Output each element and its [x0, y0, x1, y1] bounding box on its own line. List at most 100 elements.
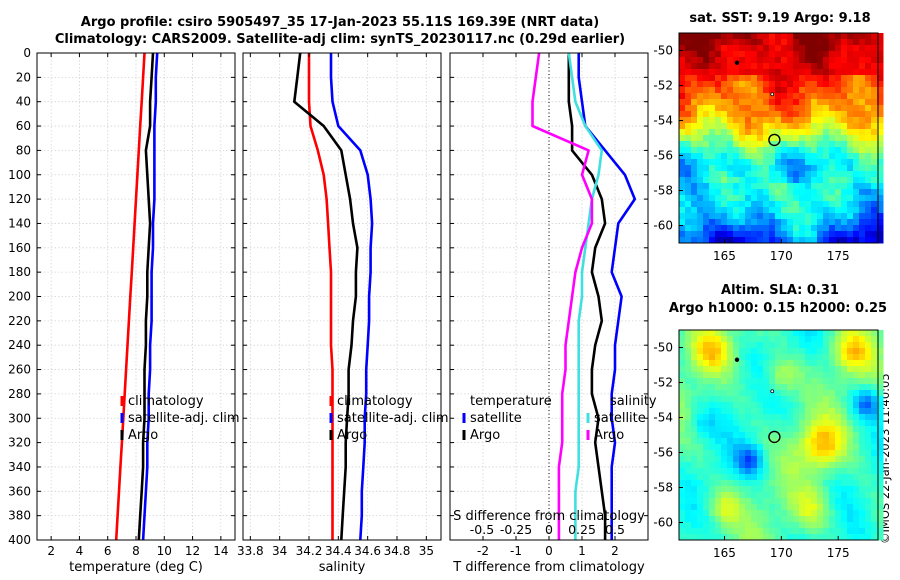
map-cell [787, 372, 794, 379]
map-cell [817, 87, 824, 94]
map-cell [787, 81, 794, 88]
map-cell [859, 171, 866, 178]
map-cell [751, 141, 758, 148]
map-cell [733, 456, 740, 463]
map-cell [775, 195, 782, 202]
map-cell [679, 468, 686, 475]
map-cell [847, 330, 854, 337]
map-cell [859, 498, 866, 505]
map-cell [787, 69, 794, 76]
map-cell [715, 468, 722, 475]
map-cell [841, 330, 848, 337]
map-cell [751, 219, 758, 226]
map-cell [829, 57, 836, 64]
map-cell [715, 111, 722, 118]
map-cell [721, 366, 728, 373]
map-cell [727, 75, 734, 82]
map-cell [691, 81, 698, 88]
map-cell [715, 402, 722, 409]
map-cell [877, 153, 884, 160]
map-cell [727, 408, 734, 415]
map-cell [799, 165, 806, 172]
map-cell [751, 231, 758, 238]
map-cell [805, 486, 812, 493]
map-cell [787, 510, 794, 517]
map-cell [715, 165, 722, 172]
map-cell [865, 219, 872, 226]
map-cell [709, 480, 716, 487]
map-cell [703, 183, 710, 190]
map-cell [775, 123, 782, 130]
map-cell [775, 336, 782, 343]
map-cell [877, 177, 884, 184]
map-cell [847, 147, 854, 154]
map-cell [745, 147, 752, 154]
map-cell [739, 141, 746, 148]
map-cell [679, 213, 686, 220]
map-cell [727, 171, 734, 178]
map-cell [829, 438, 836, 445]
map-cell [679, 480, 686, 487]
map-cell [739, 105, 746, 112]
map-cell [745, 504, 752, 511]
map-cell [763, 528, 770, 535]
map-cell [769, 498, 776, 505]
map-cell [691, 201, 698, 208]
map-cell [859, 402, 866, 409]
map-cell [865, 462, 872, 469]
map-cell [745, 378, 752, 385]
map-cell [763, 426, 770, 433]
map-cell [805, 498, 812, 505]
map-cell [715, 177, 722, 184]
map-cell [709, 366, 716, 373]
map-cell [703, 480, 710, 487]
map-cell [703, 147, 710, 154]
map-cell [733, 534, 740, 541]
map-cell [835, 426, 842, 433]
map-cell [703, 510, 710, 517]
map-cell [733, 348, 740, 355]
map-cell [781, 348, 788, 355]
map-cell [727, 183, 734, 190]
map-cell [805, 165, 812, 172]
map-cell [751, 438, 758, 445]
map-cell [691, 336, 698, 343]
map-cell [703, 504, 710, 511]
map-cell [697, 330, 704, 337]
map-cell [751, 378, 758, 385]
map-cell [841, 462, 848, 469]
map-cell [781, 474, 788, 481]
map-cell [841, 99, 848, 106]
map-cell [691, 183, 698, 190]
map-cell [823, 528, 830, 535]
map-cell [721, 219, 728, 226]
map-cell [847, 360, 854, 367]
map-cell [793, 378, 800, 385]
map-cell [697, 342, 704, 349]
map-cell [829, 342, 836, 349]
map-cell [835, 201, 842, 208]
island-marker [734, 60, 740, 65]
map-cell [709, 504, 716, 511]
legend-sal-satellite-label: satellite [594, 411, 646, 426]
map-cell [859, 432, 866, 439]
map-cell [769, 237, 776, 244]
map-cell [787, 195, 794, 202]
map-cell [793, 522, 800, 529]
map-cell [829, 402, 836, 409]
map-y-tick-label: -52 [653, 79, 673, 93]
map-cell [739, 510, 746, 517]
x-tick-label: -2 [477, 544, 489, 558]
map-cell [715, 153, 722, 160]
legend-item-label: satellite-adj. clim [337, 411, 449, 426]
map-cell [853, 378, 860, 385]
map-cell [709, 219, 716, 226]
map-cell [757, 141, 764, 148]
y-tick-label: 40 [16, 95, 31, 109]
map-cell [871, 147, 878, 154]
map-cell [865, 159, 872, 166]
map-cell [685, 498, 692, 505]
map-cell [841, 93, 848, 100]
map-cell [679, 171, 686, 178]
map-cell [871, 510, 878, 517]
